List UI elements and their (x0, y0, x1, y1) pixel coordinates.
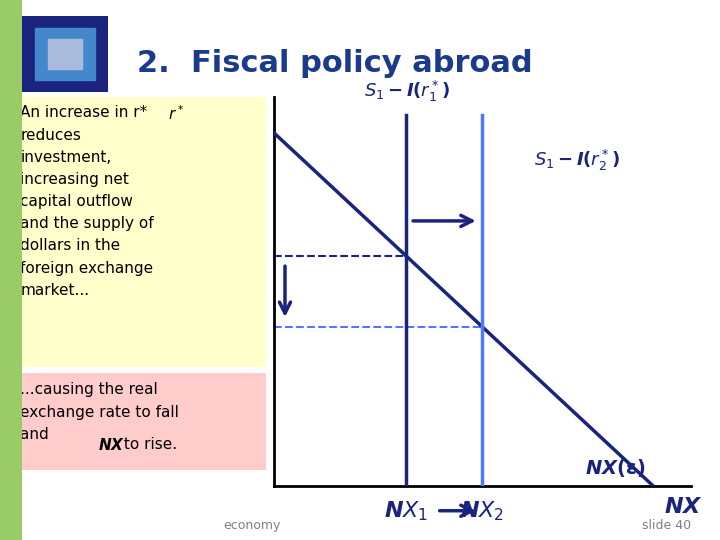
Text: slide 40: slide 40 (642, 519, 691, 532)
Text: ...causing the real
exchange rate to fall
and: ...causing the real exchange rate to fal… (20, 382, 179, 442)
Text: $\boldsymbol{S_1 - I(r_1^*)}$: $\boldsymbol{S_1 - I(r_1^*)}$ (364, 79, 449, 104)
Text: $\boldsymbol{\varepsilon_2}$: $\boldsymbol{\varepsilon_2}$ (243, 317, 266, 337)
Bar (35, 28, 95, 80)
Text: $\boldsymbol{NX(\varepsilon)}$: $\boldsymbol{NX(\varepsilon)}$ (585, 457, 646, 480)
Text: economy: economy (223, 519, 281, 532)
Text: $\boldsymbol{NX_2}$: $\boldsymbol{NX_2}$ (460, 499, 505, 523)
Bar (48, 39, 82, 69)
Text: $\boldsymbol{NX}$: $\boldsymbol{NX}$ (98, 437, 125, 453)
Text: $\boldsymbol{S_1 - I(r_2^*)}$: $\boldsymbol{S_1 - I(r_2^*)}$ (534, 148, 620, 173)
Text: $\boldsymbol{r^*}$: $\boldsymbol{r^*}$ (168, 104, 184, 123)
Text: $\boldsymbol{\varepsilon_1}$: $\boldsymbol{\varepsilon_1}$ (243, 246, 266, 266)
Text: An increase in r*
reduces
investment,
increasing net
capital outflow
and the sup: An increase in r* reduces investment, in… (20, 105, 154, 298)
Text: 2.  Fiscal policy abroad: 2. Fiscal policy abroad (137, 49, 532, 78)
Text: $\boldsymbol{\varepsilon}$: $\boldsymbol{\varepsilon}$ (248, 92, 262, 116)
Text: $\boldsymbol{NX_1}$: $\boldsymbol{NX_1}$ (384, 499, 428, 523)
Text: $\boldsymbol{NX}$: $\boldsymbol{NX}$ (665, 497, 703, 517)
Text: to rise.: to rise. (119, 437, 177, 452)
